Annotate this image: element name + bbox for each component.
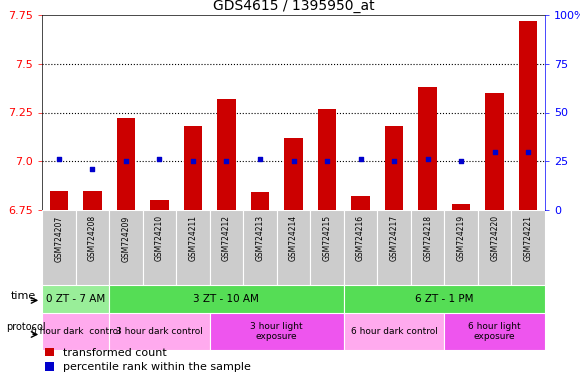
Bar [318,109,336,210]
Text: GSM724220: GSM724220 [490,215,499,262]
Point [423,156,432,162]
Bar [519,21,538,210]
Text: GSM724212: GSM724212 [222,215,231,261]
Text: 3 hour dark control: 3 hour dark control [116,327,203,336]
Text: GSM724216: GSM724216 [356,215,365,262]
Bar [251,192,269,210]
Point [222,158,231,164]
Bar [117,118,135,210]
Bar [512,210,545,285]
Text: GSM724215: GSM724215 [322,215,332,262]
Text: GSM724213: GSM724213 [255,215,264,262]
Bar [42,313,109,350]
Bar [109,285,344,313]
Bar [310,210,344,285]
Title: GDS4615 / 1395950_at: GDS4615 / 1395950_at [213,0,374,13]
Text: GSM724221: GSM724221 [524,215,533,261]
Text: 3 ZT - 10 AM: 3 ZT - 10 AM [194,294,259,304]
Bar [49,190,68,210]
Text: 6 ZT - 1 PM: 6 ZT - 1 PM [415,294,474,304]
Point [356,156,365,162]
Bar [344,210,378,285]
Point [289,158,298,164]
Text: time: time [10,291,36,301]
Point [54,156,63,162]
Bar [378,210,411,285]
Text: 0 ZT - 7 AM: 0 ZT - 7 AM [46,294,105,304]
Bar [444,210,478,285]
Point [456,158,466,164]
Bar [385,126,403,210]
Bar [411,210,444,285]
Text: protocol: protocol [6,322,46,332]
Point [121,158,130,164]
Text: GSM724214: GSM724214 [289,215,298,262]
Bar [184,126,202,210]
Bar [83,190,102,210]
Point [322,158,332,164]
Bar [42,210,75,285]
Bar [243,210,277,285]
Bar [209,313,344,350]
Text: GSM724209: GSM724209 [121,215,130,262]
Bar [75,210,109,285]
Text: GSM724218: GSM724218 [423,215,432,261]
Bar [143,210,176,285]
Bar [444,313,545,350]
Bar [109,210,143,285]
Text: GSM724207: GSM724207 [55,215,63,262]
Point [188,158,198,164]
Bar [218,99,235,210]
Bar [452,204,470,210]
Text: GSM724210: GSM724210 [155,215,164,262]
Bar [418,87,437,210]
Bar [109,313,209,350]
Text: 3 hour light
exposure: 3 hour light exposure [251,322,303,341]
Text: 0 hour dark  control: 0 hour dark control [31,327,121,336]
Bar [351,196,370,210]
Text: GSM724217: GSM724217 [390,215,398,262]
Point [255,156,264,162]
Bar [277,210,310,285]
Bar [485,93,504,210]
Text: GSM724208: GSM724208 [88,215,97,262]
Point [524,149,533,155]
Text: 6 hour light
exposure: 6 hour light exposure [469,322,521,341]
Point [155,156,164,162]
Bar [344,313,444,350]
Text: GSM724219: GSM724219 [456,215,466,262]
Bar [344,285,545,313]
Bar [478,210,512,285]
Text: 6 hour dark control: 6 hour dark control [351,327,437,336]
Bar [42,285,109,313]
Point [88,166,97,172]
Legend: transformed count, percentile rank within the sample: transformed count, percentile rank withi… [41,343,255,377]
Point [490,149,499,155]
Bar [284,138,303,210]
Bar [209,210,243,285]
Point [389,158,398,164]
Bar [150,200,169,210]
Text: GSM724211: GSM724211 [188,215,197,261]
Bar [176,210,209,285]
